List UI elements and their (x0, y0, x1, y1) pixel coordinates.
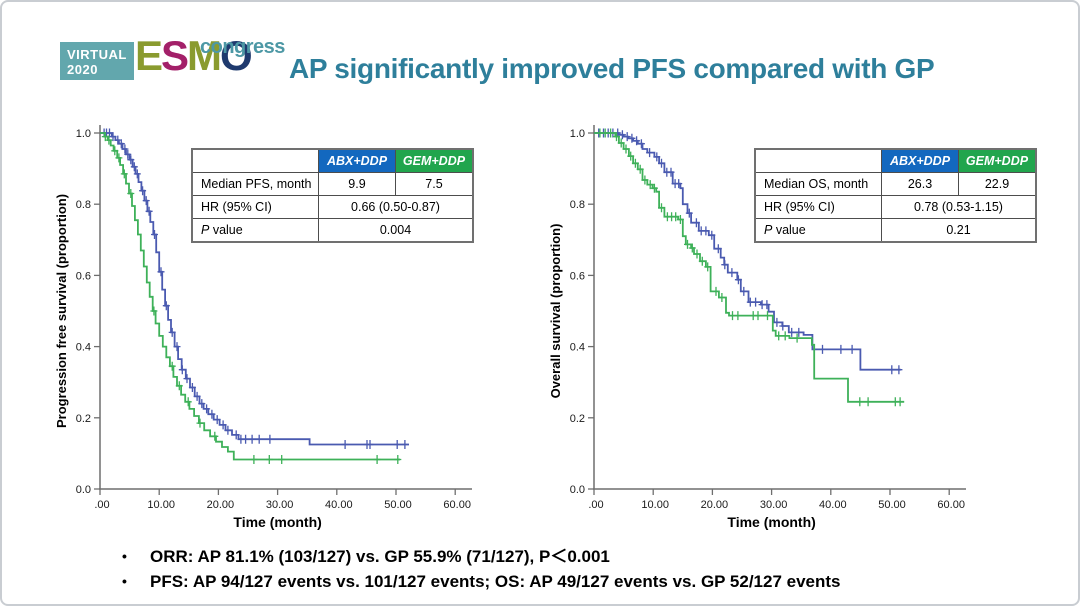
empty-header-cell (191, 148, 319, 173)
gem-ddp-header: GEM+DDP (395, 148, 474, 173)
esmo-letter: M (187, 32, 222, 79)
bullet-events: • PFS: AP 94/127 events vs. 101/127 even… (122, 569, 841, 594)
median-os-gem-value: 22.9 (958, 172, 1037, 196)
y-tick-label: 0.4 (76, 342, 91, 354)
censor-marks-gem-ddp (596, 128, 904, 407)
p-rest: value (772, 223, 806, 237)
x-axis-label: Time (month) (233, 514, 321, 530)
esmo-wordmark: ESMO (135, 32, 253, 80)
x-tick-label: 40.00 (325, 499, 353, 511)
y-tick-label: 0.6 (76, 270, 91, 282)
x-tick-label: 60.00 (937, 499, 965, 511)
slide-title: AP significantly improved PFS compared w… (289, 53, 935, 84)
y-tick-label: 0.2 (76, 413, 91, 425)
congress-label: congress (200, 36, 285, 58)
y-tick-label: 0.8 (76, 199, 91, 211)
y-tick-label: 1.0 (570, 128, 585, 140)
hr-value: 0.66 (0.50-0.87) (318, 195, 474, 219)
esmo-congress-logo: VIRTUAL 2020 ESMO congress (60, 30, 290, 88)
median-pfs-label: Median PFS, month (191, 172, 319, 196)
bullet-orr: • ORR: AP 81.1% (103/127) vs. GP 55.9% (… (122, 544, 841, 569)
x-tick-label: 20.00 (207, 499, 235, 511)
x-tick-label: 30.00 (760, 499, 788, 511)
x-axis-label: Time (month) (727, 514, 815, 530)
km-curve-gem-ddp (594, 132, 905, 403)
p-value: 0.21 (881, 218, 1037, 243)
km-curve-abx-ddp (100, 132, 409, 446)
x-tick-label: 10.00 (147, 499, 175, 511)
pfs-km-chart: 0.0 0.2 0.4 0.6 0.8 1.0 .00 10.00 20.00 30.00 40.0… (54, 125, 472, 530)
y-tick-label: 0.0 (570, 484, 585, 496)
table-row: P value 0.004 (191, 218, 474, 243)
x-tick-label: 60.00 (443, 499, 471, 511)
abx-ddp-header: ABX+DDP (318, 148, 396, 173)
y-tick-label: 0.8 (570, 199, 585, 211)
x-tick-label: .00 (94, 499, 109, 511)
median-pfs-abx-value: 9.9 (318, 172, 396, 196)
table-header-row: ABX+DDP GEM+DDP (754, 148, 1037, 173)
median-os-abx-value: 26.3 (881, 172, 959, 196)
events-text: PFS: AP 94/127 events vs. 101/127 events… (150, 572, 841, 591)
x-tick-label: 30.00 (266, 499, 294, 511)
y-tick-label: 0.4 (570, 342, 585, 354)
orr-text: ORR: AP 81.1% (103/127) vs. GP 55.9% (71… (150, 547, 610, 566)
hr-label: HR (95% CI) (191, 195, 319, 219)
x-tick-label: .00 (588, 499, 603, 511)
table-row: HR (95% CI) 0.78 (0.53-1.15) (754, 195, 1037, 219)
p-value: 0.004 (318, 218, 474, 243)
table-row: P value 0.21 (754, 218, 1037, 243)
x-tick-label: 40.00 (819, 499, 847, 511)
pfs-stats-table: ABX+DDP GEM+DDP Median PFS, month 9.9 7.… (191, 148, 474, 243)
median-os-label: Median OS, month (754, 172, 882, 196)
y-tick-label: 0.2 (570, 413, 585, 425)
p-rest: value (209, 223, 243, 237)
year-label: 2020 (67, 62, 98, 77)
x-tick-label: 50.00 (878, 499, 906, 511)
esmo-letter: O (220, 32, 253, 79)
censor-marks-gem-ddp (101, 132, 402, 464)
p-italic: P (201, 223, 210, 237)
table-row: Median PFS, month 9.9 7.5 (191, 172, 474, 196)
x-tick-label: 10.00 (641, 499, 669, 511)
p-value-label: P value (191, 218, 319, 243)
os-km-chart: 0.0 0.2 0.4 0.6 0.8 1.0 .00 10.00 20.00 30.00 40.0… (548, 125, 966, 530)
y-tick-label: 0.0 (76, 484, 91, 496)
table-row: HR (95% CI) 0.66 (0.50-0.87) (191, 195, 474, 219)
table-header-row: ABX+DDP GEM+DDP (191, 148, 474, 173)
p-italic: P (764, 223, 773, 237)
y-axis-label: Progression free survival (proportion) (54, 194, 69, 428)
y-axis-label: Overall survival (proportion) (548, 224, 563, 399)
x-tick-label: 20.00 (701, 499, 729, 511)
virtual-label: VIRTUAL (67, 47, 127, 62)
esmo-virtual-2020-badge: VIRTUAL 2020 (60, 42, 134, 80)
abx-ddp-header: ABX+DDP (881, 148, 959, 173)
y-tick-label: 1.0 (76, 128, 91, 140)
esmo-letter: E (135, 32, 163, 79)
hr-label: HR (95% CI) (754, 195, 882, 219)
summary-bullets: • ORR: AP 81.1% (103/127) vs. GP 55.9% (… (122, 544, 841, 594)
gem-ddp-header: GEM+DDP (958, 148, 1037, 173)
empty-header-cell (754, 148, 882, 173)
y-tick-label: 0.6 (570, 270, 585, 282)
bullet-dot: • (122, 573, 127, 589)
median-pfs-gem-value: 7.5 (395, 172, 474, 196)
bullet-dot: • (122, 548, 127, 564)
x-tick-label: 50.00 (384, 499, 412, 511)
os-stats-table: ABX+DDP GEM+DDP Median OS, month 26.3 22… (754, 148, 1037, 243)
km-curve-gem-ddp (100, 132, 401, 461)
p-value-label: P value (754, 218, 882, 243)
hr-value: 0.78 (0.53-1.15) (881, 195, 1037, 219)
esmo-letter: S (161, 32, 189, 79)
table-row: Median OS, month 26.3 22.9 (754, 172, 1037, 196)
